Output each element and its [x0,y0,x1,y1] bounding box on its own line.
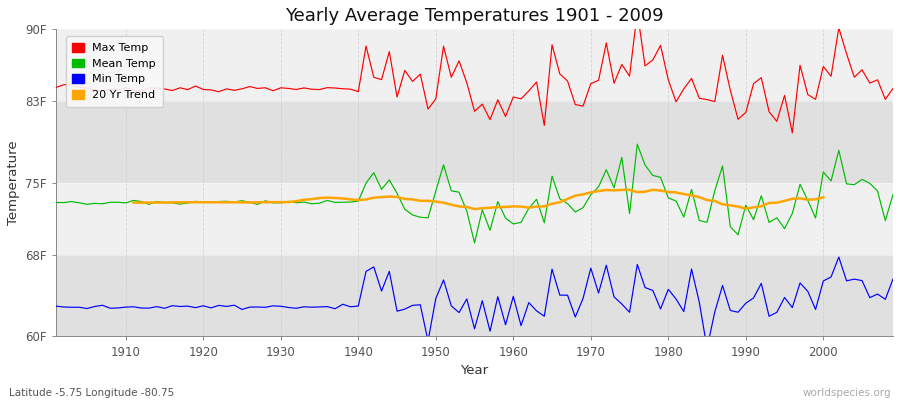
Bar [56,254,893,336]
Legend: Max Temp, Mean Temp, Min Temp, 20 Yr Trend: Max Temp, Mean Temp, Min Temp, 20 Yr Tre… [66,36,163,107]
X-axis label: Year: Year [461,364,489,377]
Bar [56,183,893,254]
Text: Latitude -5.75 Longitude -80.75: Latitude -5.75 Longitude -80.75 [9,388,175,398]
Bar [56,29,893,101]
Title: Yearly Average Temperatures 1901 - 2009: Yearly Average Temperatures 1901 - 2009 [285,7,664,25]
Bar [56,101,893,183]
Y-axis label: Temperature: Temperature [7,140,20,225]
Text: worldspecies.org: worldspecies.org [803,388,891,398]
